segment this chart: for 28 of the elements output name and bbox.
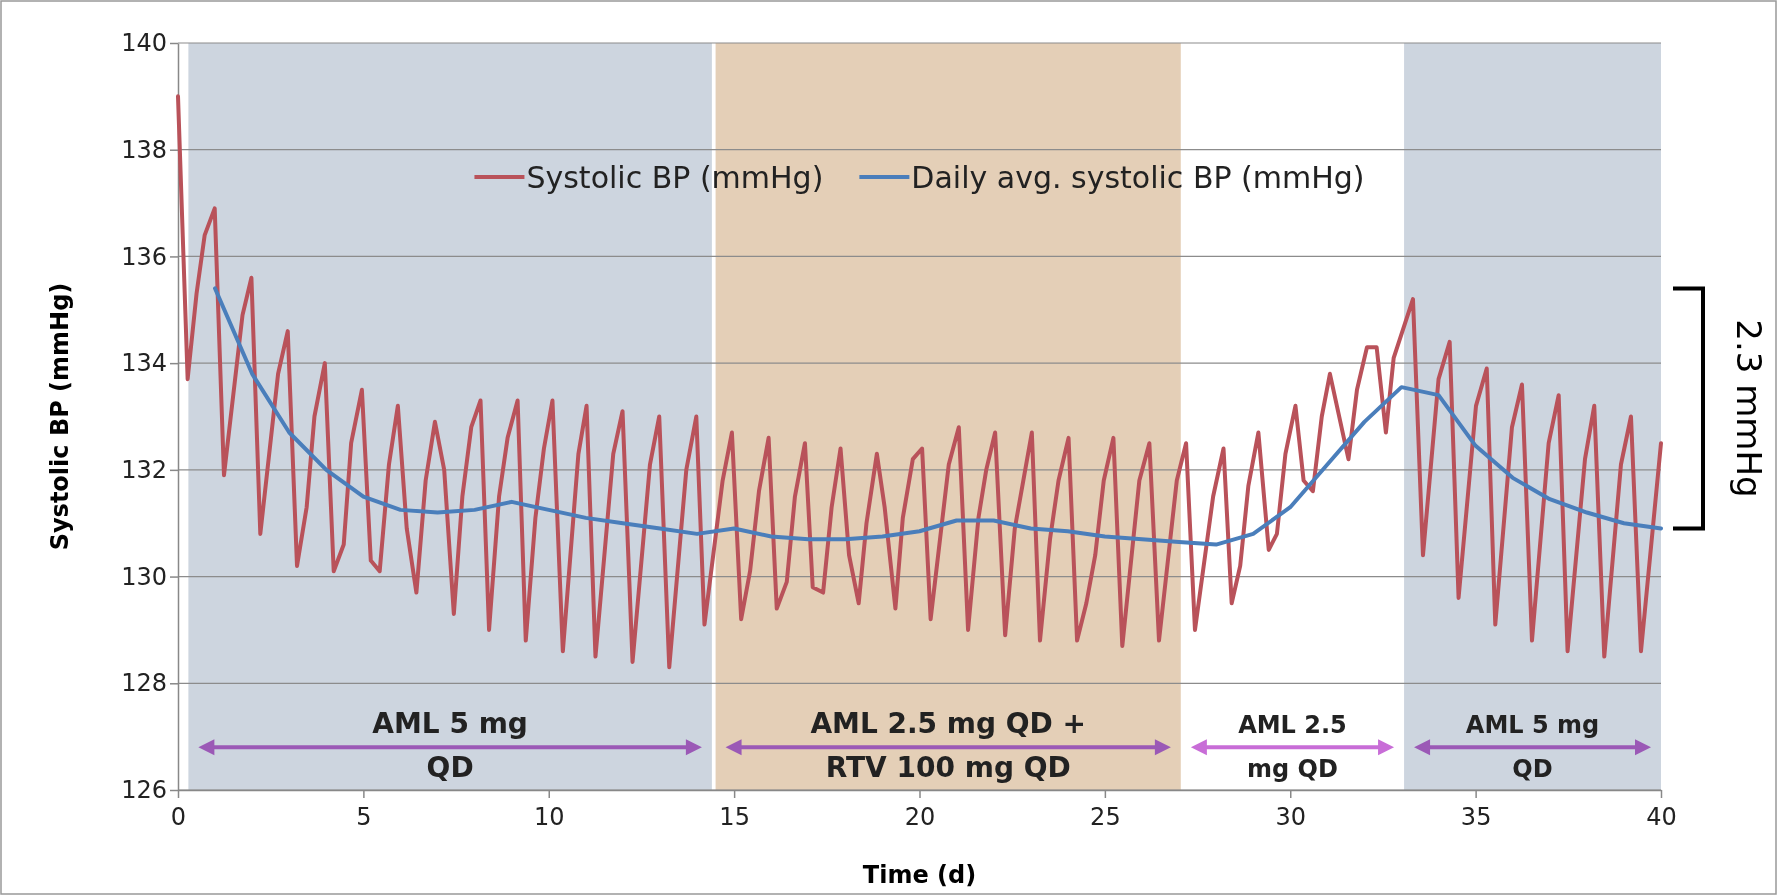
y-tick-label: 132	[121, 456, 167, 485]
legend-label: Systolic BP (mmHg)	[526, 159, 824, 195]
line-series	[213, 286, 1663, 547]
y-tick-label: 134	[121, 349, 167, 378]
x-tick-label: 10	[533, 803, 565, 831]
band-label: AML 5 mg QD	[372, 707, 528, 785]
x-axis-title: Time (d)	[862, 861, 977, 889]
y-tick-label: 130	[121, 562, 167, 591]
x-tick-label: 30	[1275, 803, 1307, 831]
line-series	[176, 94, 1663, 670]
band-label: AML 2.5 mg QD	[1238, 711, 1347, 784]
y-tick-label: 140	[121, 29, 167, 58]
x-tick-label: 15	[719, 803, 750, 831]
band-label: AML 5 mg QD	[1465, 711, 1600, 784]
x-tick-label: 25	[1090, 803, 1121, 831]
band-label: AML 2.5 mg QD + RTV 100 mg QD	[810, 707, 1087, 785]
x-tick-label: 40	[1646, 803, 1677, 831]
y-tick-label: 128	[121, 669, 167, 698]
y-tick-label: 138	[121, 135, 167, 164]
x-tick-label: 0	[170, 803, 187, 831]
text: 2.3 mmHg	[1729, 319, 1769, 498]
x-tick-label: 20	[904, 803, 936, 831]
x-tick-label: 35	[1460, 803, 1492, 831]
y-tick-label: 136	[121, 242, 167, 271]
y-axis-title: Systolic BP (mmHg)	[46, 282, 74, 551]
y-tick-label: 126	[121, 776, 167, 805]
x-tick-label: 5	[356, 803, 372, 831]
legend-label: Daily avg. systolic BP (mmHg)	[911, 159, 1365, 195]
